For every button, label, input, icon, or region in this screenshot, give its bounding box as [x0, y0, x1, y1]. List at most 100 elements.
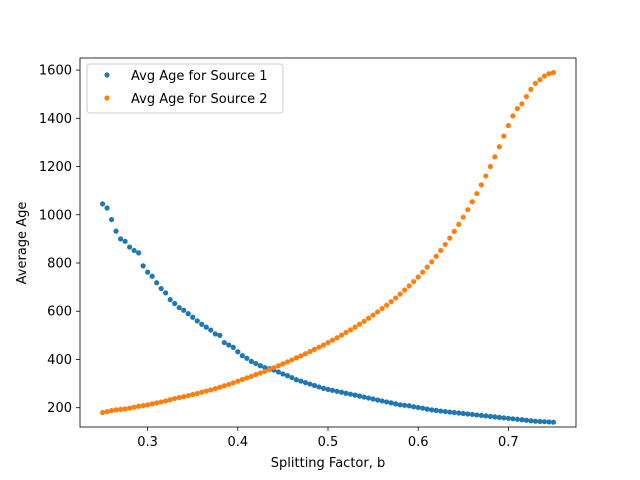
data-point-source-2	[226, 381, 232, 387]
data-point-source-1	[149, 273, 155, 279]
data-point-source-1	[284, 373, 291, 379]
data-point-source-2	[442, 241, 448, 248]
data-point-source-2	[230, 380, 236, 386]
data-point-source-2	[316, 344, 322, 350]
data-point-source-2	[451, 228, 457, 235]
data-point-source-1	[519, 417, 525, 423]
data-point-source-1	[469, 411, 475, 418]
data-point-source-2	[361, 318, 367, 324]
data-point-source-1	[145, 269, 151, 275]
data-point-source-2	[334, 335, 340, 341]
data-point-source-2	[172, 395, 178, 402]
data-point-source-2	[244, 375, 250, 381]
data-point-source-1	[429, 407, 435, 413]
data-point-source-1	[370, 396, 376, 402]
data-point-source-2	[149, 401, 155, 407]
data-point-source-1	[167, 297, 173, 303]
data-point-source-1	[181, 307, 187, 313]
data-point-source-1	[546, 419, 552, 425]
data-point-source-2	[505, 122, 511, 129]
data-point-source-1	[505, 415, 511, 421]
data-point-source-2	[275, 363, 281, 369]
data-point-source-1	[406, 403, 412, 409]
data-point-source-1	[460, 410, 466, 417]
data-point-source-1	[532, 418, 539, 424]
data-point-source-2	[108, 408, 115, 414]
data-point-source-1	[329, 387, 336, 393]
data-point-source-2	[167, 397, 173, 403]
data-point-source-1	[176, 305, 182, 311]
y-tick-label: 1200	[39, 160, 72, 175]
data-point-source-2	[487, 163, 493, 170]
data-point-source-2	[478, 182, 484, 188]
data-point-source-2	[496, 144, 502, 150]
data-point-source-1	[203, 324, 209, 330]
legend-box	[86, 63, 284, 114]
data-point-source-1	[127, 244, 133, 250]
data-point-source-2	[501, 133, 507, 139]
data-point-source-2	[433, 253, 439, 259]
data-point-source-2	[537, 77, 543, 83]
data-point-source-1	[190, 314, 196, 320]
data-point-source-1	[496, 414, 502, 420]
data-point-source-2	[456, 221, 462, 228]
data-point-source-1	[104, 205, 110, 211]
data-point-source-2	[429, 259, 435, 265]
data-point-source-1	[361, 394, 367, 400]
x-tick-label: 0.6	[408, 435, 429, 450]
data-point-source-1	[293, 377, 300, 383]
x-tick-label: 0.4	[227, 435, 248, 450]
data-point-source-2	[190, 391, 196, 398]
legend-marker-source-1	[104, 72, 110, 78]
data-point-source-1	[217, 332, 223, 338]
y-tick-label: 600	[47, 305, 72, 320]
data-point-source-2	[176, 394, 182, 401]
data-point-source-2	[113, 407, 119, 413]
data-point-source-1	[280, 371, 286, 377]
data-point-source-2	[546, 71, 552, 77]
data-point-source-1	[113, 228, 119, 234]
data-point-source-1	[212, 331, 218, 337]
data-point-source-1	[478, 412, 484, 419]
data-point-source-2	[262, 368, 268, 374]
data-point-source-2	[365, 315, 372, 321]
y-tick-label: 1400	[39, 112, 72, 127]
data-point-source-2	[379, 305, 385, 312]
data-point-source-2	[239, 376, 245, 383]
data-point-source-1	[501, 415, 507, 421]
data-point-source-2	[289, 357, 295, 363]
data-point-source-2	[117, 406, 124, 412]
data-point-source-2	[510, 113, 516, 119]
data-point-source-1	[487, 413, 493, 419]
data-point-source-1	[402, 402, 408, 408]
data-point-source-2	[460, 214, 466, 220]
data-point-source-1	[316, 384, 322, 390]
data-point-source-2	[420, 269, 426, 275]
data-point-source-2	[528, 86, 534, 92]
data-point-source-1	[365, 395, 372, 401]
data-point-source-2	[99, 409, 106, 416]
data-point-source-2	[257, 370, 263, 376]
data-point-source-2	[311, 346, 318, 352]
data-point-source-2	[483, 173, 489, 179]
data-point-source-2	[519, 101, 525, 107]
legend-label-source-1: Avg Age for Source 1	[131, 69, 268, 84]
data-point-source-1	[550, 419, 557, 425]
data-point-source-2	[185, 393, 191, 399]
data-point-source-2	[347, 327, 354, 333]
data-point-source-1	[438, 408, 444, 414]
data-point-source-2	[298, 353, 304, 359]
data-point-source-1	[541, 419, 548, 425]
y-tick-label: 400	[47, 353, 72, 368]
data-point-source-1	[356, 393, 363, 399]
data-point-source-1	[420, 405, 426, 411]
data-point-source-1	[397, 402, 403, 408]
data-point-source-2	[474, 190, 480, 197]
data-point-source-1	[388, 400, 394, 406]
data-point-source-2	[406, 283, 412, 289]
data-point-source-2	[402, 287, 408, 293]
data-point-source-1	[393, 401, 399, 407]
data-point-source-2	[221, 383, 227, 389]
data-point-source-1	[136, 250, 142, 256]
data-point-source-2	[320, 342, 327, 348]
